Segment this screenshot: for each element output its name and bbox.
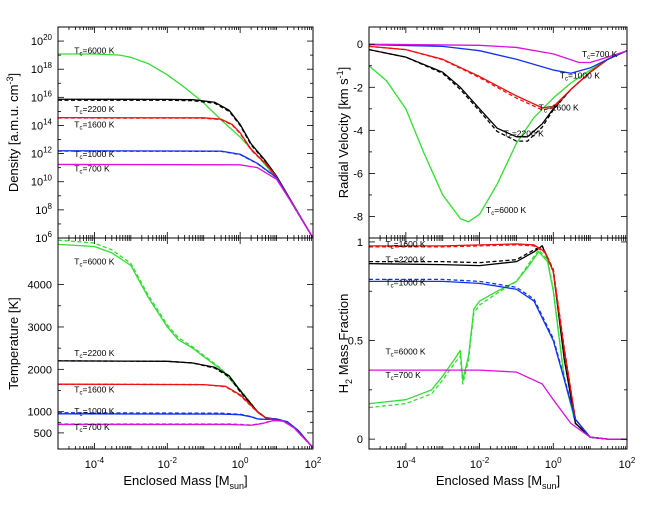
y-tick-label: 106 bbox=[35, 230, 52, 245]
y-axis-title: Radial Velocity [km s-1] bbox=[335, 67, 351, 199]
x-tick-label: 102 bbox=[619, 456, 636, 471]
x-axis-title: Enclosed Mass [Msun] bbox=[436, 473, 560, 491]
series-label-T2200: Tc=2200 K bbox=[74, 348, 114, 360]
series-line-T1600-solid bbox=[369, 45, 627, 109]
series-label-T2200: Tc=2200 K bbox=[504, 129, 544, 141]
y-tick-label: 108 bbox=[35, 202, 52, 217]
series-line-T700-solid bbox=[58, 419, 313, 449]
y-tick-label: 1000 bbox=[28, 407, 52, 419]
y-tick-label: 1016 bbox=[31, 89, 53, 104]
y-tick-label: 1018 bbox=[31, 61, 53, 76]
series-label-T6000: Tc=6000 K bbox=[74, 256, 114, 268]
plot-frame bbox=[57, 237, 314, 450]
y-tick-label: 0 bbox=[357, 39, 363, 51]
y-tick-label: 4000 bbox=[28, 280, 52, 292]
panel-bottom-left: 500 1000 2000 3000 4000 10-4 10-2 100 102 Tc=6000… bbox=[6, 237, 322, 491]
series-line-T6000-solid bbox=[58, 53, 313, 238]
series-line-T2200-dashed bbox=[369, 48, 627, 142]
series-line-T1000-dashed bbox=[369, 278, 627, 440]
y-tick-label: 1012 bbox=[31, 146, 53, 161]
y-tick-label: 1010 bbox=[31, 174, 53, 189]
x-tick-label: 102 bbox=[305, 456, 322, 471]
x-tick-label: 10-4 bbox=[396, 456, 416, 471]
x-tick-label: 10-4 bbox=[85, 456, 105, 471]
series-line-T6000-solid bbox=[58, 243, 313, 449]
x-tick-label: 100 bbox=[545, 456, 562, 471]
plot-frame bbox=[57, 26, 314, 239]
series-line-T700-solid bbox=[58, 163, 313, 238]
series-line-T1600-solid bbox=[369, 243, 627, 440]
plot-frame bbox=[368, 237, 628, 450]
series-label-T1600: Tc=1600 K bbox=[539, 103, 579, 115]
y-axis-title: H2 Mass Fraction bbox=[336, 294, 354, 394]
tick-marks bbox=[368, 238, 627, 449]
series-line-T6000-dashed bbox=[58, 239, 313, 449]
y-tick-label: -4 bbox=[353, 125, 363, 137]
series-label-T1000: Tc=1000 K bbox=[74, 149, 114, 161]
series-label-T6000: Tc=6000 K bbox=[486, 205, 526, 217]
series-group bbox=[58, 239, 313, 449]
tick-marks bbox=[57, 238, 313, 449]
series-line-T2200-dashed bbox=[369, 245, 627, 440]
series-label-T1600: Tc=1600 K bbox=[74, 385, 114, 397]
series-line-T2200-dashed bbox=[58, 360, 313, 449]
series-label-T1600: Tc=1600 K bbox=[385, 239, 425, 251]
series-line-T2200-solid bbox=[369, 245, 627, 440]
tick-marks bbox=[57, 26, 313, 239]
series-line-T1600-dashed bbox=[369, 244, 627, 440]
y-axis-title: Temperature [K] bbox=[6, 297, 21, 390]
y-tick-label: 3000 bbox=[28, 322, 52, 334]
series-label-T6000: Tc=6000 K bbox=[385, 346, 425, 358]
y-tick-label: 2000 bbox=[28, 364, 52, 376]
y-tick-label: -6 bbox=[353, 168, 363, 180]
series-label-T1000: Tc=1000 K bbox=[560, 70, 600, 82]
series-label-T1600: Tc=1600 K bbox=[74, 119, 114, 131]
series-group bbox=[58, 53, 313, 238]
series-line-T6000-solid bbox=[369, 251, 627, 440]
series-line-T700-solid bbox=[369, 43, 627, 64]
series-line-T2200-solid bbox=[58, 360, 313, 449]
panel-bottom-right: 0 0.5 1 10-4 10-2 100 102 Tc=1600 K Tc=2200 K Tc=… bbox=[336, 237, 636, 491]
panel-top-left: 106 108 1010 1012 1014 1016 1018 1020 Tc=6000 K T… bbox=[5, 26, 314, 245]
y-tick-label: 1020 bbox=[31, 33, 53, 48]
series-label-T700: Tc=700 K bbox=[74, 422, 110, 434]
y-tick-label: 1014 bbox=[31, 117, 53, 132]
x-tick-label: 100 bbox=[232, 456, 249, 471]
y-tick-label: 500 bbox=[34, 428, 52, 440]
series-line-T1000-solid bbox=[369, 280, 627, 440]
series-group bbox=[369, 243, 627, 440]
series-line-T700-solid bbox=[369, 369, 627, 440]
y-axis-title: Density [a.m.u. cm-3] bbox=[5, 73, 21, 192]
x-tick-label: 10-2 bbox=[158, 456, 178, 471]
series-line-T6000-solid bbox=[369, 50, 627, 223]
series-label-T700: Tc=700 K bbox=[582, 49, 618, 61]
y-tick-label: -8 bbox=[353, 211, 363, 223]
y-tick-label: 0 bbox=[357, 434, 363, 446]
x-tick-label: 10-2 bbox=[470, 456, 490, 471]
series-label-T2200: Tc=2200 K bbox=[74, 104, 114, 116]
x-axis-title: Enclosed Mass [Msun] bbox=[123, 473, 247, 491]
series-line-T6000-dashed bbox=[369, 249, 627, 440]
series-label-T1000: Tc=1000 K bbox=[74, 406, 114, 418]
series-label-T700: Tc=700 K bbox=[385, 370, 421, 382]
series-line-T1000-solid bbox=[369, 44, 627, 74]
panel-top-right: 0 -2 -4 -6 -8 Tc=700 K Tc=1000 K Tc=1600 K Tc=22… bbox=[335, 26, 628, 239]
series-label-T1000: Tc=1000 K bbox=[385, 277, 425, 289]
series-label-T2200: Tc=2200 K bbox=[385, 255, 425, 267]
y-tick-label: 0.5 bbox=[348, 336, 363, 348]
y-tick-label: 1 bbox=[357, 237, 363, 249]
series-label-T6000: Tc=6000 K bbox=[74, 45, 114, 57]
series-label-T700: Tc=700 K bbox=[74, 164, 110, 176]
series-line-T1000-solid bbox=[58, 413, 313, 449]
series-group bbox=[369, 43, 627, 223]
y-tick-label: -2 bbox=[353, 82, 363, 94]
